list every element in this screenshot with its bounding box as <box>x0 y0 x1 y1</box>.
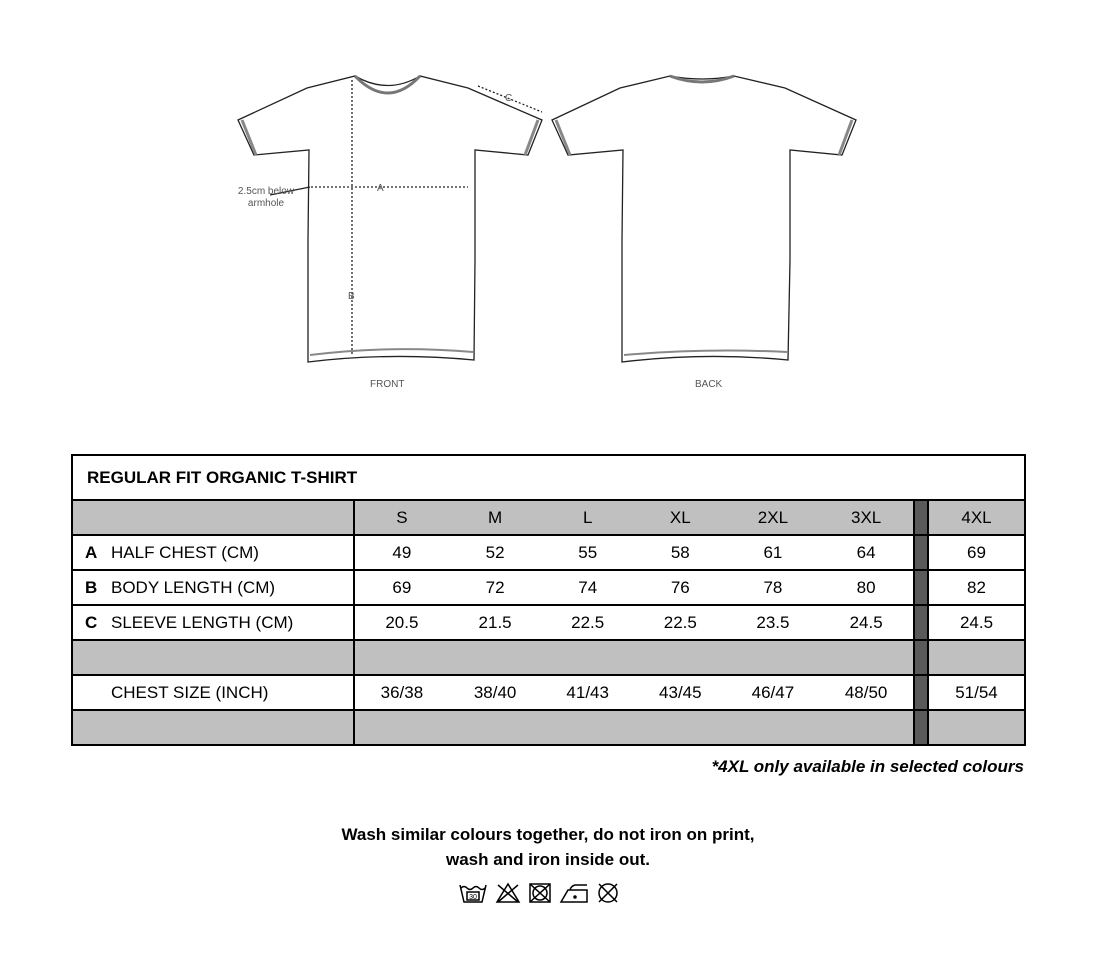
table-cell: 24.5 <box>927 604 1026 641</box>
do-not-dry-clean-icon <box>598 883 618 903</box>
table-cell: 24.5 <box>819 604 915 641</box>
table-cell: 51/54 <box>927 674 1026 711</box>
size-l: L <box>541 499 634 536</box>
table-title: REGULAR FIT ORGANIC T-SHIRT <box>71 454 1026 501</box>
table-cell: 23.5 <box>726 604 820 641</box>
size-4xl: 4XL <box>927 499 1026 536</box>
availability-note: *4XL only available in selected colours <box>711 757 1024 776</box>
table-cell: 22.5 <box>541 604 634 641</box>
iron-low-icon <box>559 884 588 903</box>
table-cell: 55 <box>541 534 634 571</box>
divider-bar <box>913 499 929 536</box>
table-cell: 64 <box>819 534 915 571</box>
table-cell: 69 <box>927 534 1026 571</box>
care-line-2: wash and iron inside out. <box>445 850 651 869</box>
spacer-row <box>71 709 1026 746</box>
table-cell: 46/47 <box>726 674 820 711</box>
care-line-1: Wash similar colours together, do not ir… <box>341 825 755 844</box>
back-shirt-drawing <box>551 74 857 363</box>
size-3xl: 3XL <box>819 499 915 536</box>
care-instructions: Wash similar colours together, do not ir… <box>0 822 1096 872</box>
care-icons: 30 <box>458 882 620 904</box>
table-cell: 22.5 <box>634 604 727 641</box>
back-label: BACK <box>695 379 723 390</box>
divider-bar <box>913 569 929 606</box>
measure-label: HALF CHEST (CM) <box>111 542 259 562</box>
wash-30-icon: 30 <box>459 884 487 903</box>
table-cell: 72 <box>448 569 542 606</box>
table-cell: 80 <box>819 569 915 606</box>
size-table: REGULAR FIT ORGANIC T-SHIRT S M L XL 2XL… <box>71 454 1026 746</box>
armhole-note: 2.5cm below armhole <box>237 186 295 209</box>
measure-label: SLEEVE LENGTH (CM) <box>111 612 294 632</box>
divider-bar <box>913 604 929 641</box>
size-s: S <box>353 499 449 536</box>
table-row-sleeve-length: C SLEEVE LENGTH (CM) 20.5 21.5 22.5 22.5 23.5 2… <box>71 604 1026 641</box>
front-label: FRONT <box>370 379 405 390</box>
measure-code: A <box>85 542 98 562</box>
measure-label: BODY LENGTH (CM) <box>111 577 276 597</box>
measure-label: CHEST SIZE (INCH) <box>111 682 269 702</box>
size-header-row: S M L XL 2XL 3XL 4XL <box>71 499 1026 536</box>
table-cell: 69 <box>353 569 449 606</box>
table-cell: 38/40 <box>448 674 542 711</box>
table-cell: 20.5 <box>353 604 449 641</box>
table-cell: 74 <box>541 569 634 606</box>
table-cell: 82 <box>927 569 1026 606</box>
row-label: CHEST SIZE (INCH) <box>71 674 355 711</box>
front-shirt-drawing <box>237 74 543 363</box>
table-cell: 78 <box>726 569 820 606</box>
table-cell: 43/45 <box>634 674 727 711</box>
table-cell: 48/50 <box>819 674 915 711</box>
measure-code: B <box>85 577 98 597</box>
table-cell: 49 <box>353 534 449 571</box>
table-cell: 36/38 <box>353 674 449 711</box>
divider-bar <box>913 534 929 571</box>
do-not-bleach-icon <box>495 882 521 903</box>
table-row-half-chest: A HALF CHEST (CM) 49 52 55 58 61 64 69 <box>71 534 1026 571</box>
table-cell: 41/43 <box>541 674 634 711</box>
measure-code: C <box>85 612 98 632</box>
size-2xl: 2XL <box>726 499 820 536</box>
divider-bar <box>913 674 929 711</box>
table-row-body-length: B BODY LENGTH (CM) 69 72 74 76 78 80 82 <box>71 569 1026 606</box>
row-label: C SLEEVE LENGTH (CM) <box>71 604 355 641</box>
table-cell: 21.5 <box>448 604 542 641</box>
size-m: M <box>448 499 542 536</box>
table-cell: 52 <box>448 534 542 571</box>
size-xl: XL <box>634 499 727 536</box>
row-label: A HALF CHEST (CM) <box>71 534 355 571</box>
measure-c-label: C <box>505 93 513 104</box>
table-cell: 61 <box>726 534 820 571</box>
table-cell: 76 <box>634 569 727 606</box>
spacer-row <box>71 639 1026 676</box>
measure-b-label: B <box>348 291 355 302</box>
do-not-tumble-dry-icon <box>529 883 551 903</box>
tshirt-illustration <box>220 40 870 415</box>
svg-text:30: 30 <box>469 894 477 901</box>
table-cell: 58 <box>634 534 727 571</box>
measure-a-label: A <box>377 183 384 194</box>
table-row-chest-size: CHEST SIZE (INCH) 36/38 38/40 41/43 43/45 46/… <box>71 674 1026 711</box>
row-label: B BODY LENGTH (CM) <box>71 569 355 606</box>
